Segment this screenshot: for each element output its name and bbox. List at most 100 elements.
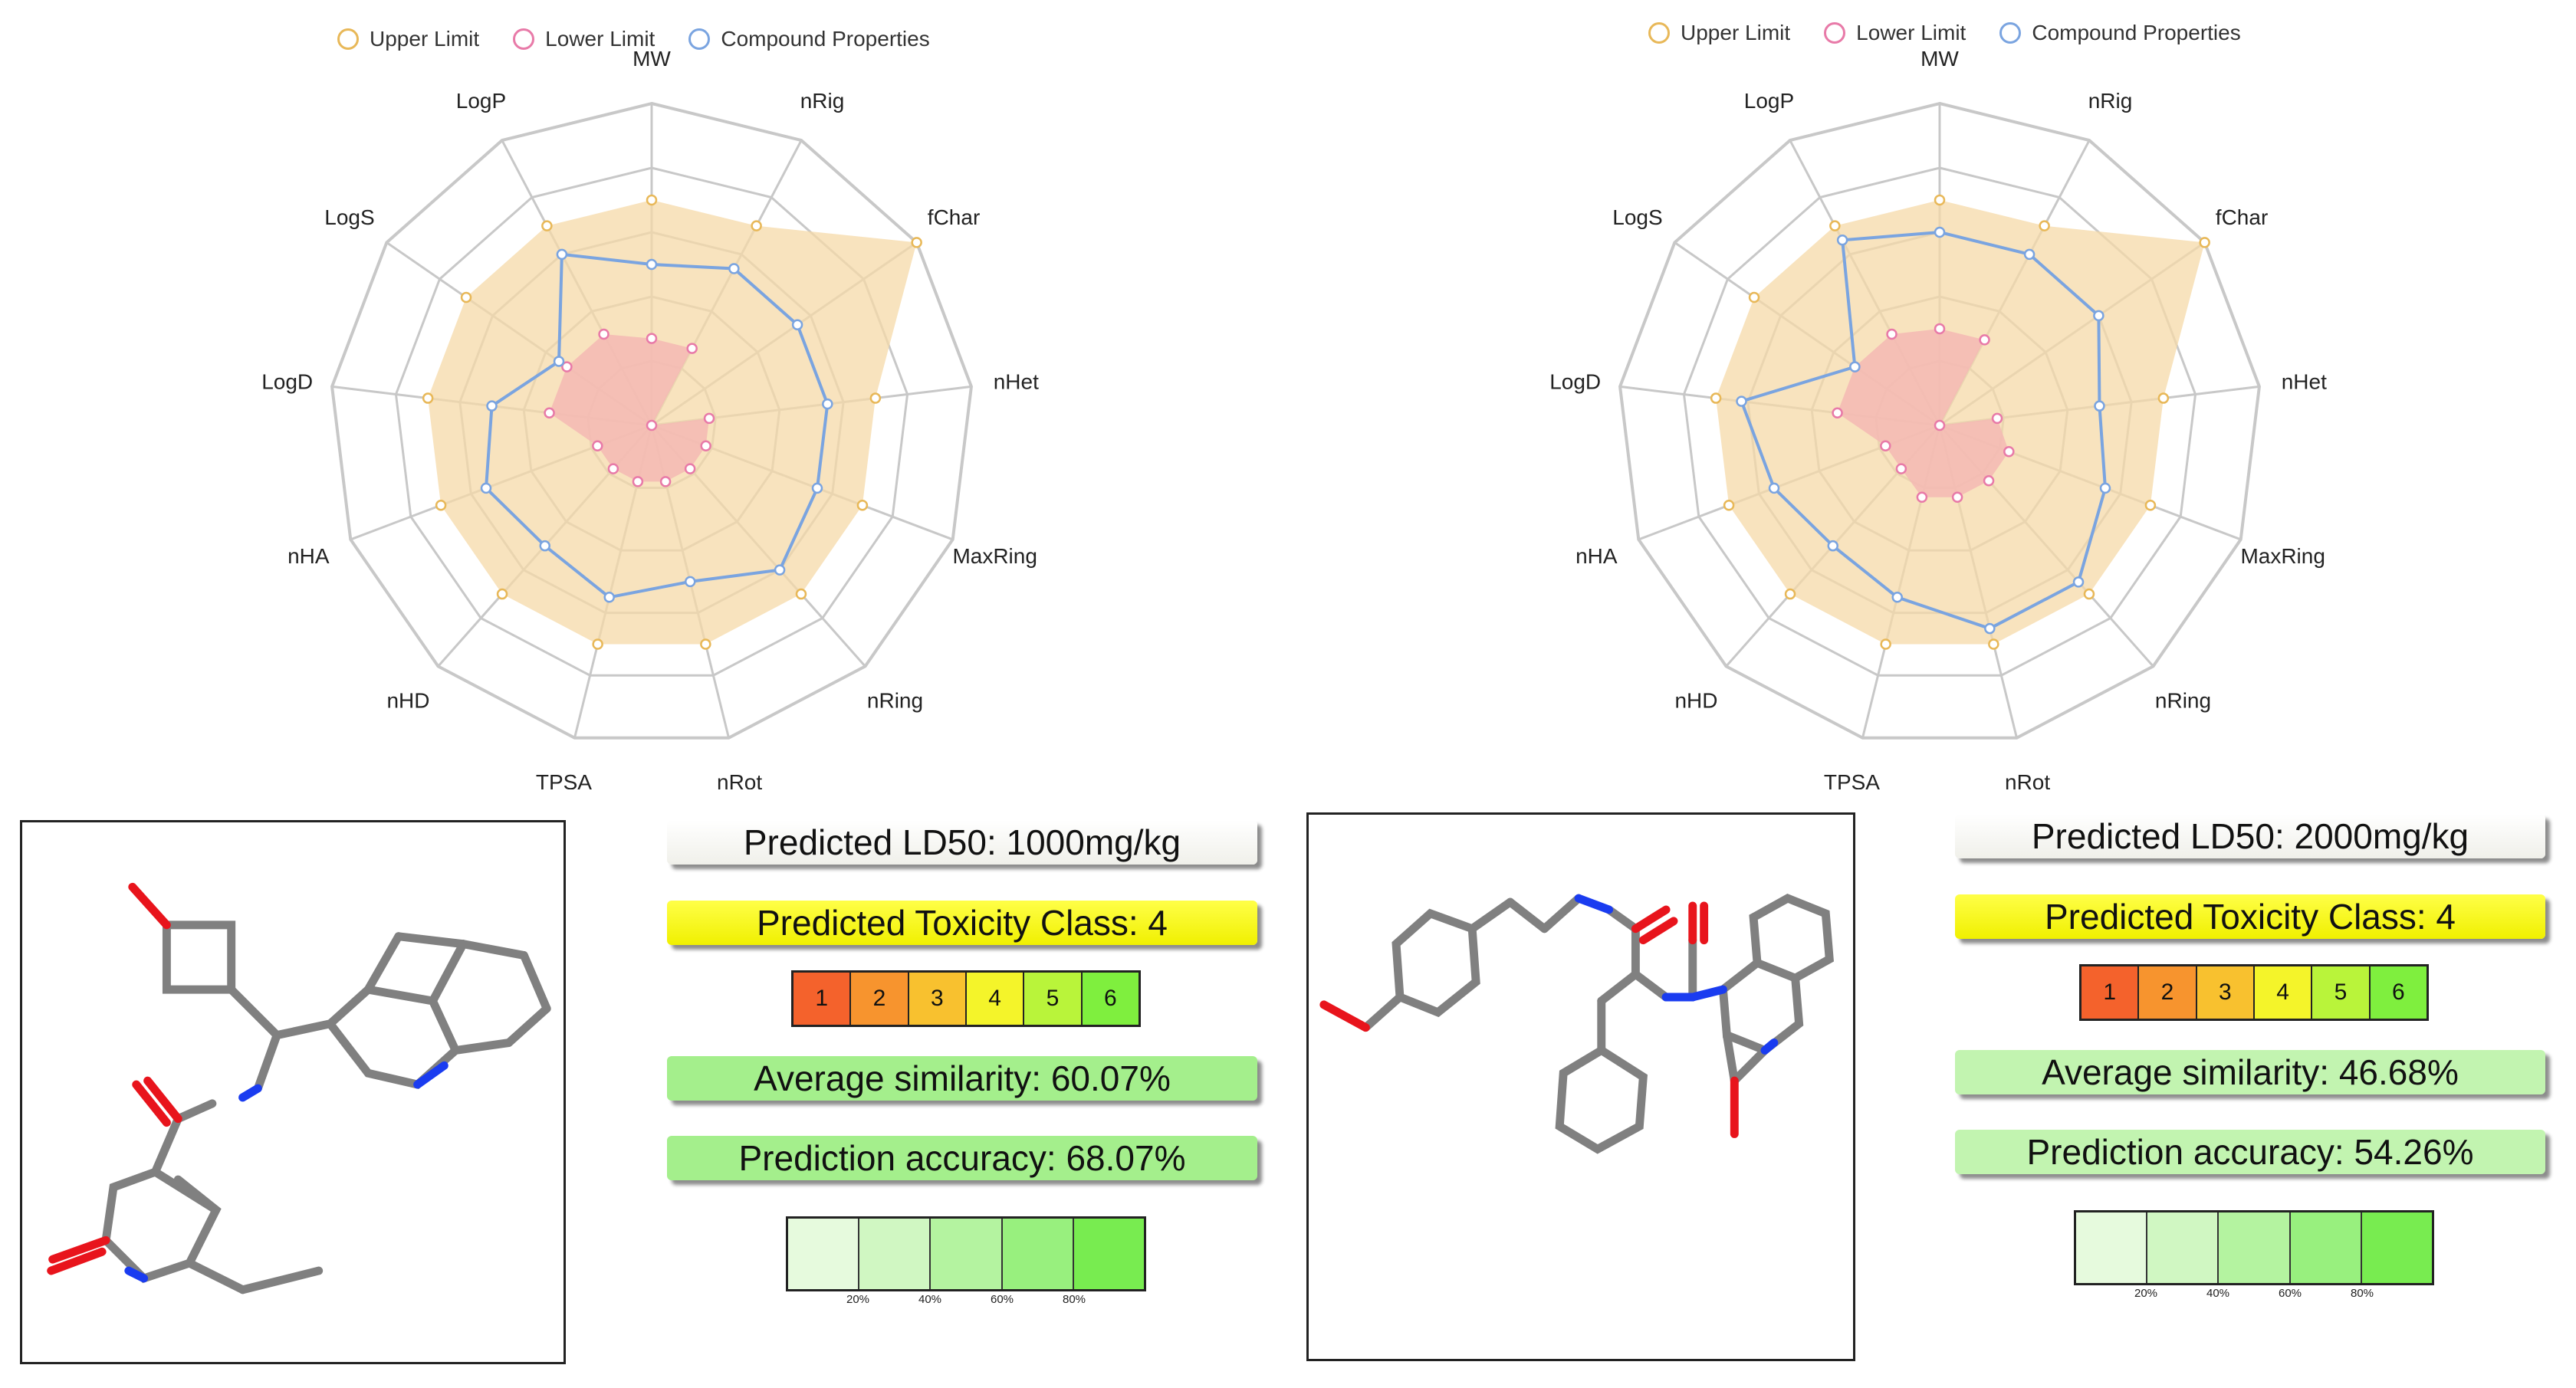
legend-upper-limit[interactable]: Upper Limit xyxy=(1648,21,1790,45)
legend-lower-limit[interactable]: Lower Limit xyxy=(513,27,655,51)
radar-axis-label: TPSA xyxy=(1824,770,1880,789)
legend-label-upper: Upper Limit xyxy=(370,27,480,51)
radar-point xyxy=(598,328,610,340)
compound-properties-swatch xyxy=(688,28,711,50)
radar-grid-ring xyxy=(330,101,973,740)
radar-series-area xyxy=(428,200,917,645)
radar-axis-label: MaxRing xyxy=(952,544,1037,568)
radar-point xyxy=(703,412,715,425)
radar-point xyxy=(1988,638,1999,650)
radar-point xyxy=(684,463,696,474)
radar-point xyxy=(869,392,882,404)
radar-point xyxy=(486,400,498,412)
radar-point xyxy=(700,638,711,650)
molecule-drawing-right xyxy=(1319,894,1834,1154)
radar-point xyxy=(1934,226,1946,238)
radar-axis-label: nRot xyxy=(717,770,762,789)
similarity-tick: 60% xyxy=(2278,1287,2302,1300)
radar-axis-label: LogP xyxy=(456,89,506,113)
radar-point xyxy=(774,564,786,576)
radar-point xyxy=(2003,446,2015,458)
radar-point xyxy=(1829,220,1841,231)
left-panel: MW nRig fChar nHet MaxRing nRing nRot TPSA nHD nH… xyxy=(20,27,1265,1364)
radar-point xyxy=(1768,482,1780,494)
radar-point xyxy=(659,476,672,487)
legend-compound-properties[interactable]: Compound Properties xyxy=(688,27,930,51)
radar-point xyxy=(2093,310,2104,322)
class-cell: 3 xyxy=(909,973,967,1025)
molecule-drawing-left xyxy=(47,882,551,1294)
class-cell: 4 xyxy=(2254,966,2313,1019)
class-cell: 3 xyxy=(2196,966,2255,1019)
radar-axis-label: nRig xyxy=(800,89,845,113)
molecule-structure-right xyxy=(1306,812,1855,1361)
radar-axis-label: MaxRing xyxy=(2240,544,2325,568)
radar-point xyxy=(822,398,833,410)
legend-label-compound: Compound Properties xyxy=(2032,21,2241,44)
class-cell: 6 xyxy=(2370,966,2426,1019)
radar-point xyxy=(496,588,508,600)
radar-axis-label: LogS xyxy=(1612,205,1662,229)
similarity-tick: 60% xyxy=(990,1293,1014,1306)
radar-point xyxy=(1983,475,1995,487)
radar-point xyxy=(422,392,434,404)
class-cell: 5 xyxy=(2312,966,2371,1019)
legend-label-compound: Compound Properties xyxy=(721,27,930,51)
radar-point xyxy=(1886,328,1898,340)
similarity-tick: 80% xyxy=(1062,1293,1086,1306)
similarity-scale: 20% 40% 60% 80% xyxy=(2074,1210,2434,1301)
legend-upper-limit[interactable]: Upper Limit xyxy=(337,27,479,51)
radar-point xyxy=(1827,540,1838,552)
radar-point xyxy=(751,220,762,231)
radar-point xyxy=(607,463,619,474)
radar-point xyxy=(911,237,922,248)
radar-point xyxy=(541,220,553,231)
class-cell: 2 xyxy=(851,973,909,1025)
radar-point xyxy=(646,419,658,431)
molecule-structure-left xyxy=(20,820,566,1364)
radar-point xyxy=(1784,588,1796,600)
radar-point xyxy=(603,592,615,603)
radar-axis-label: nRing xyxy=(2155,688,2211,712)
radar-point xyxy=(2157,392,2170,404)
radar-point xyxy=(435,500,447,511)
radar-point xyxy=(1934,194,1946,206)
radar-point xyxy=(1836,235,1848,246)
radar-point xyxy=(1984,622,1996,635)
radar-point xyxy=(632,476,644,487)
radar-point xyxy=(686,343,698,354)
prediction-info-right: Predicted LD50: 2000mg/kg Predicted Toxi… xyxy=(1955,814,2553,1301)
radar-point xyxy=(556,248,568,261)
radar-grid-ring xyxy=(1618,101,2261,740)
similarity-cell xyxy=(2290,1212,2362,1283)
radar-point xyxy=(1934,323,1946,335)
prediction-info-left: Predicted LD50: 1000mg/kg Predicted Toxi… xyxy=(667,820,1265,1307)
radar-axis-label: fChar xyxy=(2216,205,2268,229)
radar-point xyxy=(2199,237,2210,248)
radar-point xyxy=(553,356,565,367)
class-cell: 1 xyxy=(794,973,852,1025)
class-cell: 4 xyxy=(966,973,1025,1025)
average-similarity: Average similarity: 60.07% xyxy=(667,1056,1257,1101)
radar-point xyxy=(856,500,869,511)
radar-axis-label: nHet xyxy=(2282,369,2327,393)
legend-lower-limit[interactable]: Lower Limit xyxy=(1824,21,1966,45)
radar-axis-label: nHD xyxy=(1674,688,1717,712)
radar-point xyxy=(1748,291,1760,304)
legend-label-upper: Upper Limit xyxy=(1681,21,1791,44)
radar-point xyxy=(2094,400,2105,412)
radar-axis-label: nHA xyxy=(288,544,330,568)
radar-point xyxy=(2083,588,2095,600)
radar-point xyxy=(1991,412,2003,425)
radar-point xyxy=(2144,500,2157,511)
legend-compound-properties[interactable]: Compound Properties xyxy=(1999,21,2241,45)
radar-axis-label: nRig xyxy=(2088,89,2133,113)
radar-axis-label: LogD xyxy=(1549,369,1601,393)
radar-series-area xyxy=(549,333,710,482)
radar-point xyxy=(1951,491,1963,504)
radar-axis-label: MW xyxy=(632,47,671,71)
radar-point xyxy=(1934,419,1946,431)
radar-point xyxy=(2023,248,2036,261)
radar-point xyxy=(1979,334,1990,346)
class-cell: 5 xyxy=(1024,973,1083,1025)
